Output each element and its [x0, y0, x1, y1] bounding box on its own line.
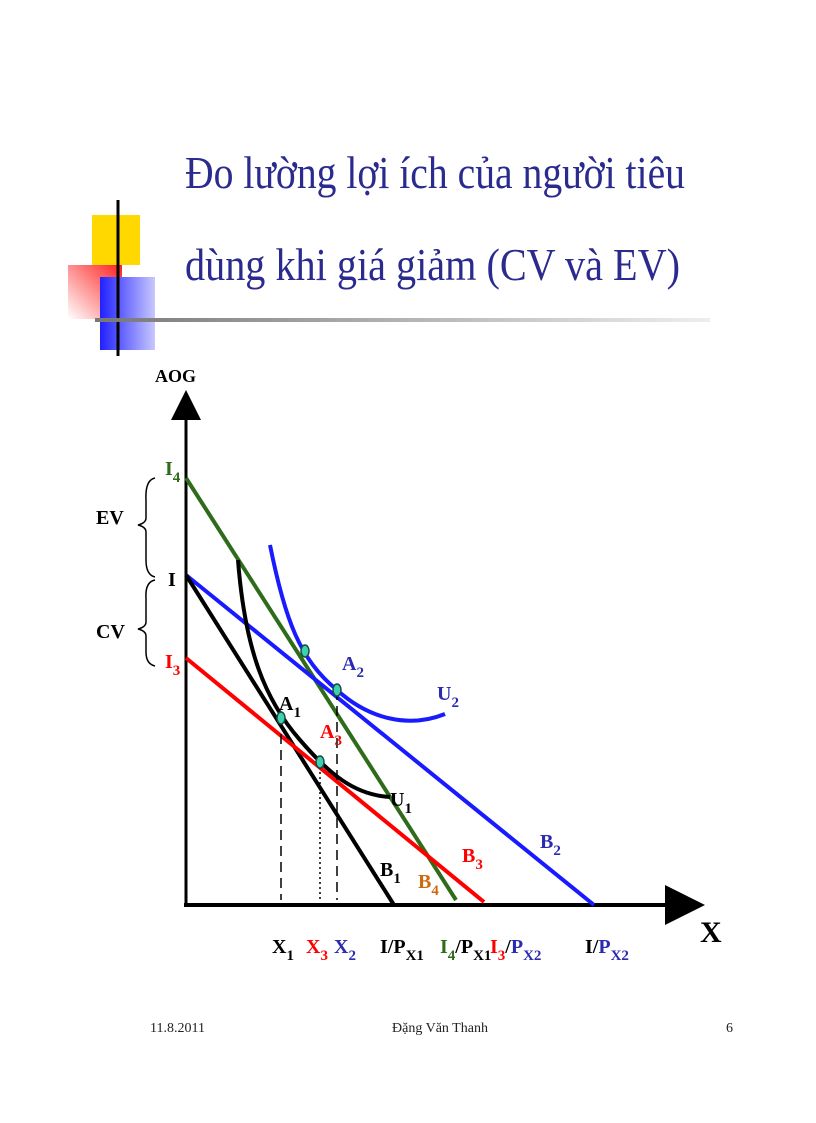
label-text: A: [279, 693, 294, 715]
diagram-label: B3: [462, 845, 483, 873]
label-subscript: 2: [451, 695, 459, 711]
label-subscript: 1: [404, 801, 412, 817]
footer-page: 6: [726, 1021, 733, 1036]
label-text: B: [462, 845, 475, 867]
label-text: X: [306, 936, 321, 958]
label-subscript: 2: [356, 665, 364, 681]
diagram-label: U2: [437, 683, 459, 711]
label-text: I: [168, 569, 176, 591]
diagram-label: A1: [279, 693, 301, 721]
diagram-label: B1: [380, 859, 401, 887]
diagram-label: X1: [272, 936, 294, 964]
label-text: I: [165, 651, 173, 673]
label-subscript: 4: [431, 883, 439, 899]
diagram-label: EV: [96, 507, 124, 529]
label-text: X: [272, 936, 287, 958]
diagram-label: B2: [540, 831, 561, 859]
label-subscript: 3: [475, 857, 483, 873]
diagram-label: I3: [165, 651, 180, 679]
label-text: P: [598, 936, 610, 958]
label-text: X: [700, 916, 722, 949]
diagram-label: I4/PX1: [440, 936, 491, 964]
label-subscript: X1: [406, 948, 424, 964]
diagram-label: A3: [320, 721, 342, 749]
footer-author: Đặng Văn Thanh: [392, 1021, 488, 1036]
diagram-label: AOG: [155, 366, 196, 386]
label-text: B: [540, 831, 553, 853]
label-text: P: [511, 936, 523, 958]
label-text: I: [490, 936, 498, 958]
title-line: Đo lường lợi ích của người tiêu: [185, 147, 685, 198]
label-subscript: 2: [553, 843, 561, 859]
diagram-label: A2: [342, 653, 364, 681]
diagram-label: I/PX1: [380, 936, 424, 964]
footer-date: 11.8.2011: [150, 1021, 205, 1036]
diagram-label: I3/PX2: [490, 936, 541, 964]
label-text: I: [440, 936, 448, 958]
diagram-label: CV: [96, 621, 125, 643]
label-text: EV: [96, 507, 124, 529]
label-text: B: [380, 859, 393, 881]
decoration: [68, 200, 710, 356]
label-subscript: 3: [173, 663, 181, 679]
title-line: dùng khi giá giảm (CV và EV): [185, 239, 680, 290]
diagram-label: I/PX2: [585, 936, 629, 964]
diagram-label: I4: [165, 458, 181, 486]
diagram-label: B4: [418, 871, 439, 899]
label-subscript: 4: [173, 470, 181, 486]
label-subscript: X1: [473, 948, 491, 964]
label-text: /: [504, 936, 511, 958]
label-subscript: X2: [523, 948, 541, 964]
label-subscript: 3: [334, 733, 342, 749]
label-text: A: [342, 653, 357, 675]
label-text: I/: [585, 936, 599, 958]
label-subscript: 4: [448, 948, 456, 964]
label-text: X: [334, 936, 349, 958]
label-subscript: 3: [320, 948, 328, 964]
label-subscript: 1: [293, 705, 301, 721]
label-subscript: 2: [348, 948, 356, 964]
label-text: B: [418, 871, 431, 893]
label-subscript: 1: [286, 948, 294, 964]
label-text: A: [320, 721, 335, 743]
label-text: I/P: [380, 936, 406, 958]
label-text: AOG: [155, 366, 196, 386]
label-text: I: [165, 458, 173, 480]
diagram: [137, 390, 705, 925]
label-text: U: [437, 683, 451, 705]
label-text: /P: [454, 936, 473, 958]
label-subscript: 3: [498, 948, 506, 964]
diagram-label: X2: [334, 936, 356, 964]
diagram-label: I: [168, 569, 176, 591]
diagram-label: U1: [390, 789, 412, 817]
label-text: U: [390, 789, 404, 811]
label-text: CV: [96, 621, 125, 643]
diagram-label: X3: [306, 936, 328, 964]
diagram-label: X: [700, 916, 722, 949]
label-subscript: X2: [611, 948, 629, 964]
label-subscript: 1: [393, 871, 401, 887]
